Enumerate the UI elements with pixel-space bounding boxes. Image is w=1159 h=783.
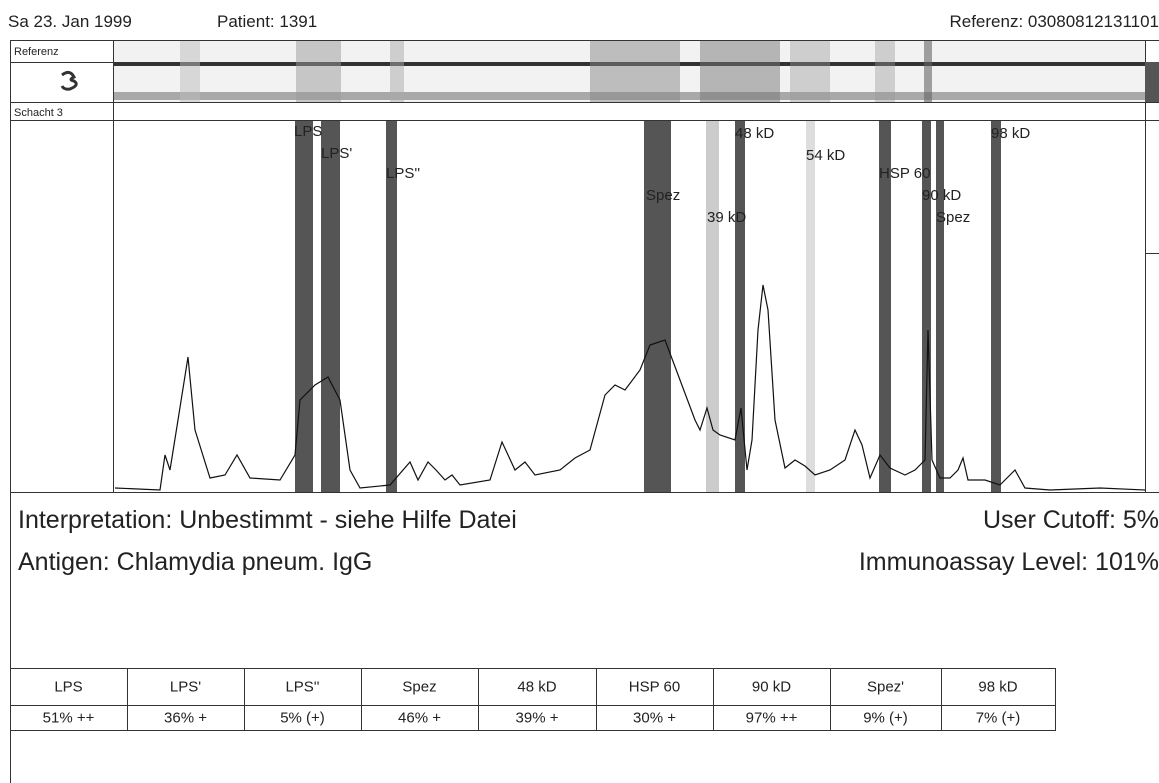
band-label: LPS'' (386, 165, 420, 182)
report-page: Sa 23. Jan 1999 Patient: 1391 Referenz: … (0, 0, 1159, 783)
table-header: 98 kD (978, 679, 1017, 696)
band (991, 121, 1001, 492)
table-header: HSP 60 (629, 679, 680, 696)
table-header: LPS' (170, 679, 201, 696)
date: Sa 23. Jan 1999 (8, 12, 132, 31)
band (706, 121, 719, 492)
band-label: 54 kD (806, 147, 845, 164)
table-header: Spez' (867, 679, 904, 696)
frame (10, 40, 1159, 783)
table-value: 30% + (633, 710, 676, 727)
reference-id: Referenz: 03080812131101 (949, 12, 1159, 31)
band-label: 90 kD (922, 187, 961, 204)
reference-label: Referenz (14, 46, 59, 58)
densitometry-curve (115, 285, 1145, 490)
handwritten-mark (62, 72, 76, 89)
table-value: 46% + (398, 710, 441, 727)
strip-image (114, 41, 1159, 102)
table-value: 5% (+) (280, 710, 325, 727)
table-value: 9% (+) (863, 710, 908, 727)
lane-label: Schacht 3 (14, 107, 63, 119)
table-value: 36% + (164, 710, 207, 727)
table-header: Spez (402, 679, 436, 696)
band-label: 39 kD (707, 209, 746, 226)
patient: Patient: 1391 (217, 12, 317, 31)
table-value: 97% ++ (746, 710, 798, 727)
result-table: LPS LPS' LPS'' Spez 48 kD HSP 60 90 kD Spez' 98 … (11, 669, 1056, 731)
band (295, 121, 313, 492)
user-cutoff: User Cutoff: 5% (983, 506, 1159, 534)
table-value: 7% (+) (976, 710, 1021, 727)
band-label: Spez (936, 209, 970, 226)
table-header: LPS'' (285, 679, 319, 696)
band (321, 121, 340, 492)
band-label: 98 kD (991, 125, 1030, 142)
table-header: 90 kD (752, 679, 791, 696)
band (806, 121, 815, 492)
band-label: 48 kD (735, 125, 774, 142)
band-label: Spez (646, 187, 680, 204)
immunoassay-level: Immunoassay Level: 101% (859, 548, 1159, 576)
band (644, 121, 671, 492)
table-value: 39% + (516, 710, 559, 727)
band-label: LPS (294, 123, 322, 140)
table-header: LPS (54, 679, 82, 696)
antigen: Antigen: Chlamydia pneum. IgG (18, 548, 372, 576)
interpretation: Interpretation: Unbestimmt - siehe Hilfe… (18, 506, 517, 534)
band-label: LPS' (321, 145, 352, 162)
band (936, 121, 944, 492)
table-header: 48 kD (517, 679, 556, 696)
table-value: 51% ++ (43, 710, 95, 727)
band-label: HSP 60 (879, 165, 930, 182)
report: Sa 23. Jan 1999 Patient: 1391 Referenz: … (0, 0, 1159, 783)
